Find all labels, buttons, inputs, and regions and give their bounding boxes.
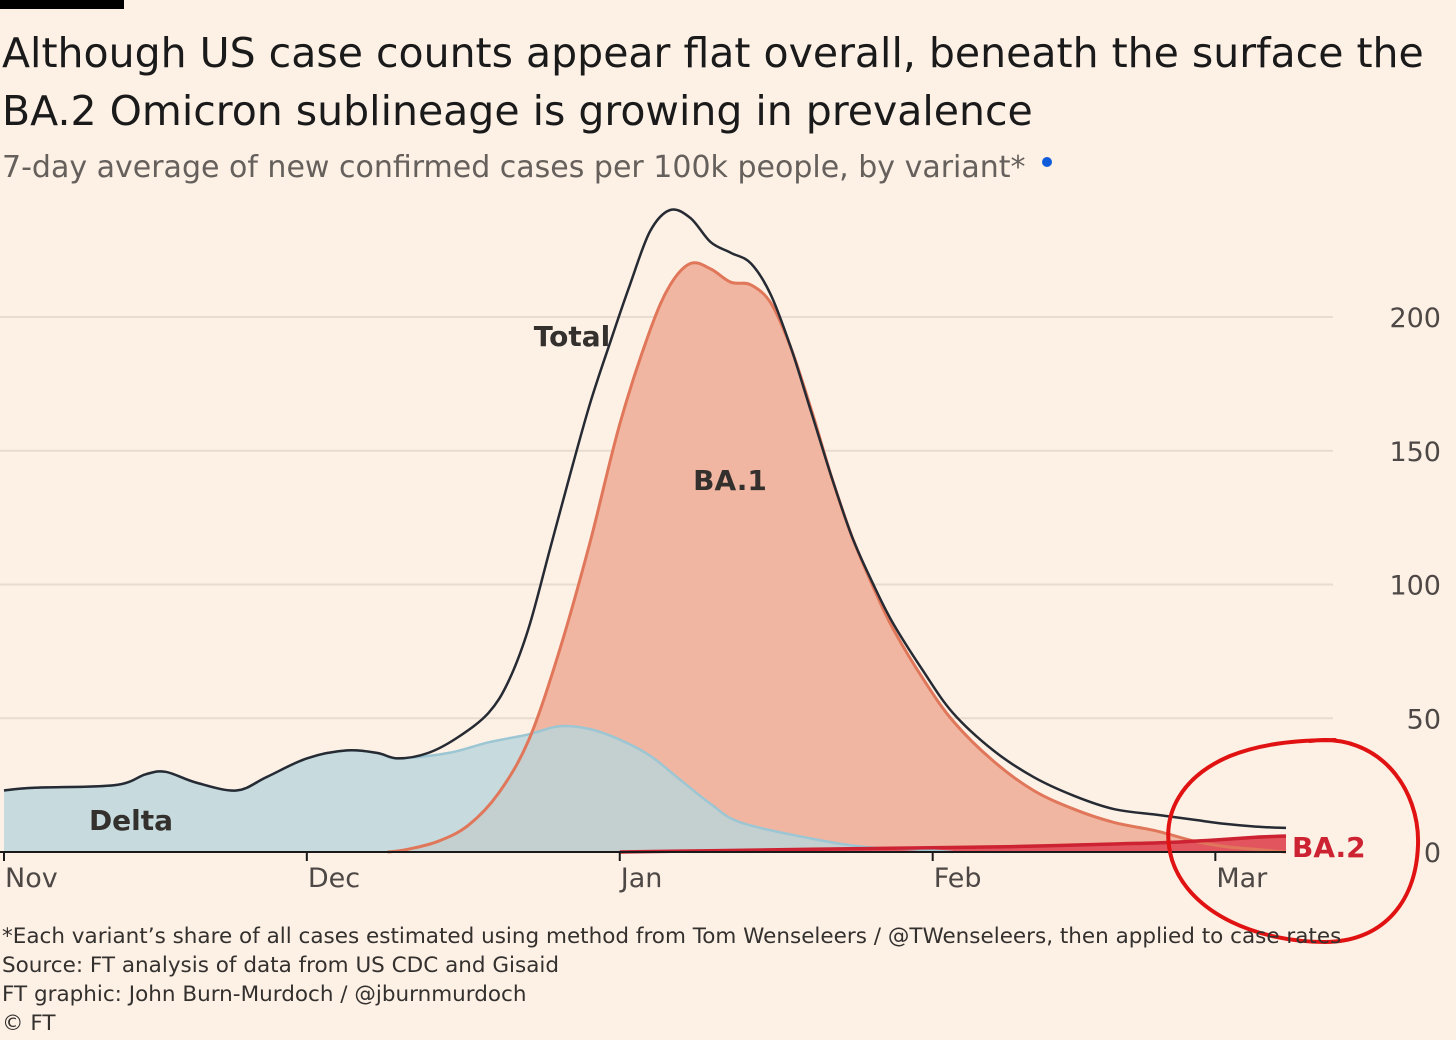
x-tick-label-dec: Dec [308, 863, 360, 894]
line-series [3, 208, 1287, 854]
x-tick-label-feb: Feb [934, 863, 982, 894]
y-tick-label-100: 100 [1389, 571, 1441, 602]
source-note: Source: FT analysis of data from US CDC … [2, 953, 559, 978]
ba2-line [619, 834, 1287, 854]
ba1-area [387, 262, 1287, 852]
method-note: *Each variant’s share of all cases estim… [2, 924, 1342, 949]
label-ba2: BA.2 [1292, 831, 1366, 864]
annotation [1166, 738, 1421, 945]
credit-note: FT graphic: John Burn-Murdoch / @jburnmu… [2, 982, 527, 1007]
label-delta: Delta [89, 804, 173, 837]
total-line [3, 208, 1287, 830]
chart-subtitle: 7-day average of new confirmed cases per… [2, 150, 1052, 185]
y-tick-label-0: 0 [1424, 838, 1441, 869]
footnotes: *Each variant’s share of all cases estim… [2, 922, 1341, 1038]
y-tick-label-200: 200 [1389, 303, 1441, 334]
y-tick-label-50: 50 [1407, 704, 1441, 735]
ba2-area [619, 836, 1286, 852]
brand-bar [0, 0, 124, 9]
x-tick-label-jan: Jan [619, 863, 663, 894]
gridlines: 0 50 100 150 200 [0, 303, 1441, 869]
axes: Nov Dec Jan Feb Mar [0, 851, 1286, 894]
blue-dot-icon [1041, 157, 1052, 167]
copyright-note: © FT [2, 1011, 56, 1036]
series-labels: Total BA.1 Delta BA.2 [89, 320, 1366, 864]
x-tick-label-mar: Mar [1216, 863, 1268, 894]
area-series [4, 262, 1287, 852]
subtitle-text: 7-day average of new confirmed cases per… [2, 150, 1026, 185]
label-total: Total [534, 320, 611, 353]
x-tick-label-nov: Nov [5, 863, 58, 894]
annotation-circle [1166, 738, 1421, 945]
chart-title: Although US case counts appear flat over… [2, 29, 1424, 135]
y-tick-label-150: 150 [1389, 437, 1441, 468]
delta-area [4, 726, 953, 852]
label-ba1: BA.1 [693, 464, 767, 497]
